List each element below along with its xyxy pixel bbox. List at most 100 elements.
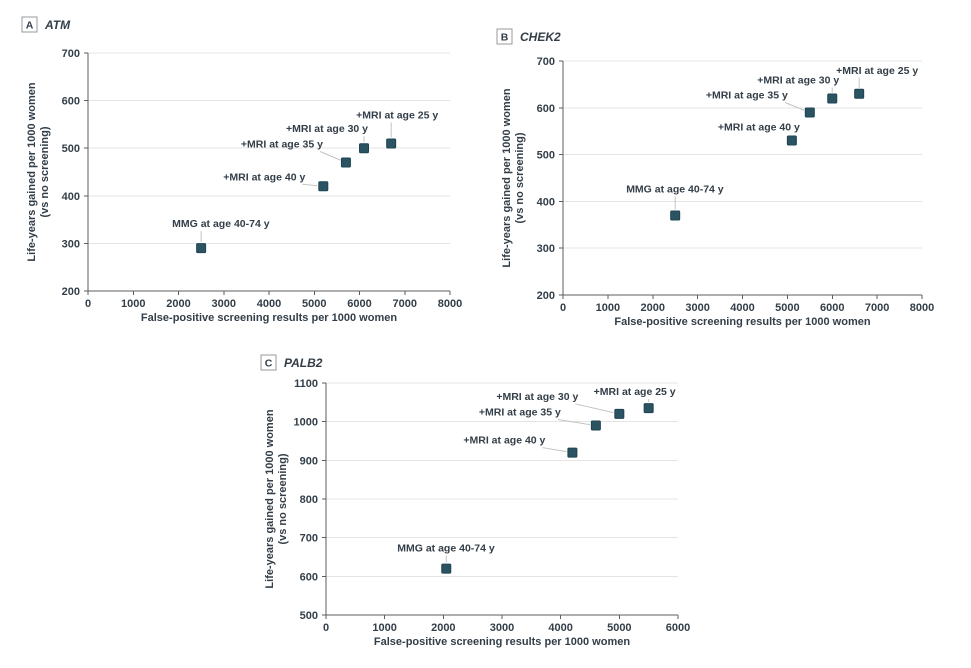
x-tick-label: 3000: [490, 622, 514, 634]
x-tick-label: 2000: [166, 298, 190, 310]
panel-letter: A: [26, 20, 34, 32]
panel-letter: C: [265, 358, 273, 370]
data-point-label: +MRI at age 25 y: [836, 65, 918, 77]
y-axis-title-line1: Life-years gained per 1000 women: [501, 88, 513, 267]
x-tick-label: 0: [323, 622, 329, 634]
y-tick-label: 1000: [294, 417, 318, 429]
data-point-marker: [614, 408, 625, 419]
x-tick-label: 4000: [548, 622, 572, 634]
data-point-marker: [643, 403, 654, 414]
y-tick-label: 200: [62, 286, 80, 298]
data-point-marker: [670, 210, 681, 221]
x-tick-label: 8000: [438, 298, 462, 310]
y-axis-title-line2: (vs no screening): [277, 453, 289, 544]
y-tick-label: 600: [62, 96, 80, 108]
panel-letter-box: [260, 354, 277, 371]
y-tick-label: 600: [300, 571, 318, 583]
y-axis-title-line1: Life-years gained per 1000 women: [26, 82, 38, 261]
data-point-marker: [441, 563, 452, 574]
y-axis-title-line1: Life-years gained per 1000 women: [264, 409, 276, 588]
gene-label: CHEK2: [520, 30, 561, 44]
y-tick-label: 500: [300, 610, 318, 622]
y-tick-label: 700: [62, 48, 80, 60]
x-tick-label: 3000: [212, 298, 236, 310]
x-axis-title: False-positive screening results per 100…: [374, 636, 630, 648]
data-point-label: +MRI at age 40 y: [718, 122, 800, 134]
data-point-label: +MRI at age 35 y: [479, 407, 561, 419]
y-tick-label: 800: [300, 494, 318, 506]
leader-line: [302, 183, 318, 187]
panel-letter-box: [496, 28, 513, 45]
gene-label: ATM: [44, 18, 71, 32]
x-tick-label: 2000: [641, 302, 665, 314]
x-tick-label: 1000: [121, 298, 145, 310]
gene-label: PALB2: [284, 356, 323, 370]
x-tick-label: 7000: [865, 302, 889, 314]
data-point-marker: [318, 181, 329, 192]
data-point-label: +MRI at age 35 y: [706, 89, 788, 101]
y-tick-label: 500: [537, 150, 555, 162]
data-point-marker: [854, 88, 865, 99]
data-point-marker: [359, 143, 370, 154]
x-tick-label: 6000: [820, 302, 844, 314]
leader-line: [319, 151, 341, 161]
data-point-marker: [340, 157, 351, 168]
data-point-marker: [567, 447, 578, 458]
y-tick-label: 1100: [294, 378, 318, 390]
y-tick-label: 400: [62, 191, 80, 203]
leader-line: [784, 102, 805, 111]
y-tick-label: 500: [62, 143, 80, 155]
data-point-marker: [804, 107, 815, 118]
x-tick-label: 5000: [302, 298, 326, 310]
data-point-label: +MRI at age 25 y: [356, 109, 438, 121]
data-point-marker: [786, 135, 797, 146]
y-tick-label: 700: [537, 56, 555, 68]
x-tick-label: 6000: [666, 622, 690, 634]
x-tick-label: 5000: [775, 302, 799, 314]
y-tick-label: 400: [537, 196, 555, 208]
data-point-label: MMG at age 40-74 y: [626, 183, 724, 195]
x-axis-title: False-positive screening results per 100…: [141, 312, 397, 324]
x-tick-label: 0: [560, 302, 566, 314]
leader-line: [542, 447, 567, 453]
y-tick-label: 600: [537, 103, 555, 115]
leader-line: [575, 403, 614, 414]
x-tick-label: 1000: [372, 622, 396, 634]
data-point-marker: [196, 243, 207, 254]
y-axis-title-line2: (vs no screening): [514, 132, 526, 223]
panel-c: 500 600 700 800 900 1000 1100 0 1000 2000 3000 4000…: [260, 354, 690, 648]
data-point-marker: [386, 138, 397, 149]
x-tick-label: 4000: [257, 298, 281, 310]
data-point-label: +MRI at age 25 y: [594, 386, 676, 398]
data-point-marker: [827, 93, 838, 104]
data-point-label: +MRI at age 30 y: [496, 391, 578, 403]
x-tick-label: 6000: [347, 298, 371, 310]
x-axis-title: False-positive screening results per 100…: [614, 316, 870, 328]
x-tick-label: 3000: [685, 302, 709, 314]
x-tick-label: 0: [85, 298, 91, 310]
panel-letter: B: [501, 32, 509, 44]
data-point-label: MMG at age 40-74 y: [172, 218, 270, 230]
x-tick-label: 7000: [393, 298, 417, 310]
data-point-label: +MRI at age 40 y: [463, 435, 545, 447]
y-tick-label: 300: [62, 238, 80, 250]
x-tick-label: 8000: [910, 302, 934, 314]
data-point-label: +MRI at age 40 y: [223, 171, 305, 183]
y-tick-label: 300: [537, 243, 555, 255]
y-tick-label: 900: [300, 455, 318, 467]
data-point-label: +MRI at age 30 y: [286, 123, 368, 135]
y-axis-title-line2: (vs no screening): [39, 126, 51, 217]
leader-line: [557, 419, 591, 426]
data-point-label: +MRI at age 30 y: [757, 74, 839, 86]
y-tick-label: 700: [300, 533, 318, 545]
data-point-marker: [590, 420, 601, 431]
x-tick-label: 1000: [596, 302, 620, 314]
data-point-label: MMG at age 40-74 y: [397, 543, 495, 555]
x-tick-label: 5000: [607, 622, 631, 634]
x-tick-label: 4000: [730, 302, 754, 314]
data-point-label: +MRI at age 35 y: [241, 138, 323, 150]
